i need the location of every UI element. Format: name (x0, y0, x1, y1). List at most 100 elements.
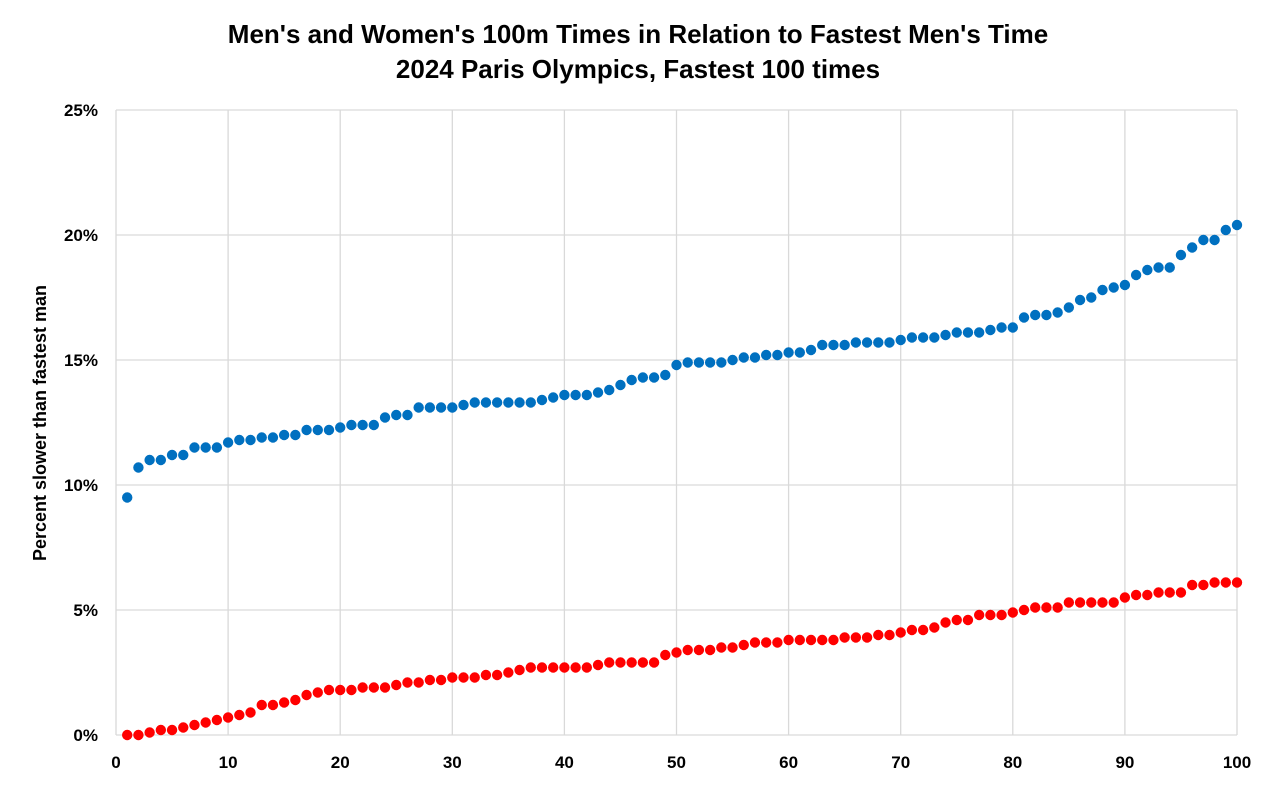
men-point (312, 687, 323, 698)
men-point (178, 722, 189, 733)
men-point (671, 647, 682, 658)
women-point (447, 402, 458, 413)
men-point (985, 609, 996, 621)
women-point (727, 354, 738, 366)
women-point (604, 384, 615, 396)
men-point (951, 614, 962, 626)
men-point (1198, 579, 1209, 591)
men-point (704, 644, 716, 656)
y-tick-label: 10% (64, 476, 98, 495)
women-point (1153, 262, 1164, 273)
x-tick-label: 80 (1003, 753, 1022, 772)
y-tick-label: 20% (64, 226, 98, 245)
women-point (637, 372, 649, 383)
men-point (1164, 587, 1175, 598)
women-point (738, 352, 749, 363)
women-point (828, 339, 839, 351)
women-point (413, 402, 424, 413)
women-point (682, 357, 693, 368)
women-point (391, 409, 402, 421)
women-point (962, 327, 974, 338)
women-point (536, 394, 548, 406)
women-point (749, 352, 761, 363)
women-point (1220, 224, 1231, 236)
women-point (503, 397, 514, 408)
women-point (222, 437, 234, 448)
men-point (682, 644, 693, 656)
men-point (817, 634, 828, 646)
men-point (716, 642, 727, 653)
men-point (301, 689, 312, 701)
men-point (940, 617, 951, 628)
women-point (693, 357, 705, 368)
women-point (122, 492, 133, 503)
women-point (234, 434, 245, 446)
men-point (144, 727, 155, 738)
women-point (278, 429, 290, 441)
women-point (783, 347, 794, 358)
women-point (940, 329, 951, 341)
men-point (133, 729, 144, 741)
women-point (772, 349, 783, 361)
women-point (1209, 234, 1220, 246)
men-point (458, 672, 469, 683)
women-point (671, 359, 682, 371)
men-point (256, 699, 267, 711)
men-point (592, 659, 604, 671)
men-point (772, 637, 783, 648)
women-point (716, 357, 727, 368)
men-point (884, 629, 895, 641)
data-points (122, 219, 1243, 741)
chart-title: Men's and Women's 100m Times in Relation… (228, 19, 1048, 49)
women-point (906, 332, 918, 343)
men-point (357, 682, 368, 693)
men-point (828, 634, 839, 646)
women-point (435, 402, 447, 413)
women-point (648, 372, 660, 383)
women-point (1164, 262, 1175, 273)
women-point (290, 429, 301, 441)
women-point (458, 399, 469, 411)
y-axis-ticks: 0% 5% 10% 15% 20% 25% (64, 101, 98, 745)
men-point (805, 634, 817, 646)
men-point (1030, 602, 1041, 613)
women-point (581, 389, 593, 401)
men-point (850, 632, 862, 643)
men-point (559, 662, 570, 673)
men-point (1220, 577, 1231, 588)
men-point (1209, 577, 1220, 588)
men-point (413, 677, 424, 688)
men-point (648, 657, 660, 668)
men-point (122, 729, 133, 741)
women-point (166, 449, 178, 461)
men-point (491, 669, 503, 681)
women-point (155, 454, 167, 466)
men-point (402, 677, 413, 688)
men-point (1086, 597, 1097, 608)
women-point (861, 337, 873, 348)
women-point (424, 402, 436, 413)
men-point (222, 712, 234, 723)
women-point (200, 442, 211, 453)
women-point (1052, 307, 1063, 318)
women-point (346, 419, 357, 431)
men-point (189, 719, 200, 731)
women-point (626, 374, 637, 386)
men-point (435, 674, 447, 686)
men-point (917, 624, 929, 636)
women-point (985, 324, 996, 336)
men-point (166, 724, 178, 736)
men-point (1186, 579, 1198, 591)
women-point (267, 432, 279, 443)
y-tick-label: 25% (64, 101, 98, 120)
men-point (760, 637, 772, 648)
men-point (211, 714, 223, 726)
women-point (301, 424, 312, 436)
men-point (1063, 597, 1075, 608)
women-point (917, 332, 929, 343)
chart-subtitle: 2024 Paris Olympics, Fastest 100 times (396, 54, 880, 84)
women-point (1142, 264, 1153, 276)
women-point (379, 412, 391, 423)
men-point (873, 629, 884, 641)
men-point (379, 682, 391, 693)
